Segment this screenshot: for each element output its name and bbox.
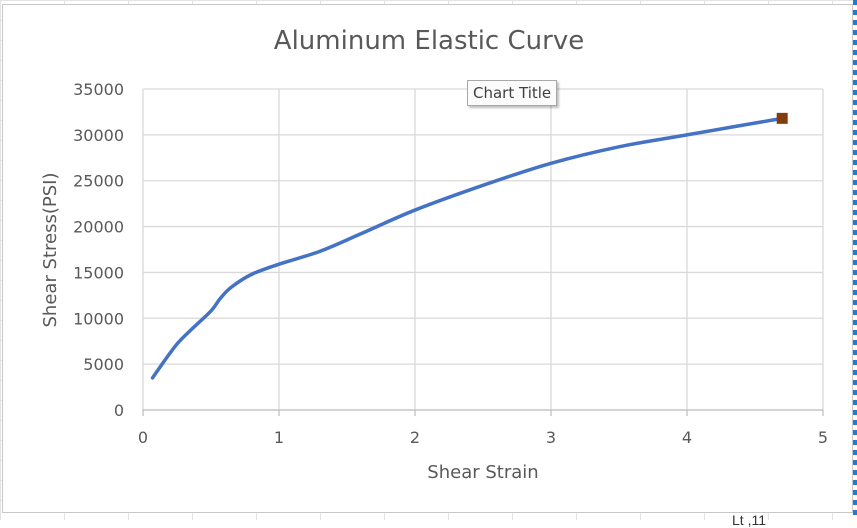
x-tick-labels: 0 1 2 3 4 5 (138, 428, 828, 447)
axes (142, 409, 824, 416)
y-axis-label[interactable]: Shear Stress(PSI) (40, 172, 61, 327)
x-tick-label: 2 (410, 428, 420, 447)
y-tick-label: 15000 (73, 263, 124, 282)
y-tick-label: 25000 (73, 172, 124, 191)
series-line (150, 116, 784, 380)
y-tick-label: 0 (114, 401, 124, 420)
x-tick-label: 1 (274, 428, 284, 447)
y-tick-label: 30000 (73, 126, 124, 145)
gridlines (142, 88, 824, 411)
x-tick-label: 4 (682, 428, 692, 447)
chart-title[interactable]: Aluminum Elastic Curve (274, 26, 584, 56)
x-tick-label: 5 (818, 428, 828, 447)
selection-border (853, 0, 857, 520)
x-axis-label[interactable]: Shear Strain (427, 462, 538, 483)
series-layer (150, 112, 788, 380)
y-tick-label: 10000 (73, 309, 124, 328)
y-tick-label: 35000 (73, 80, 124, 99)
y-tick-label: 20000 (73, 218, 124, 237)
chart-title-tooltip: Chart Title (467, 80, 558, 106)
x-tick-label: 0 (138, 428, 148, 447)
y-tick-label: 5000 (83, 355, 124, 374)
y-tick-labels: 0 5000 10000 15000 20000 25000 30000 35000 (73, 80, 124, 420)
series-end-marker (776, 112, 788, 124)
x-tick-label: 3 (546, 428, 556, 447)
